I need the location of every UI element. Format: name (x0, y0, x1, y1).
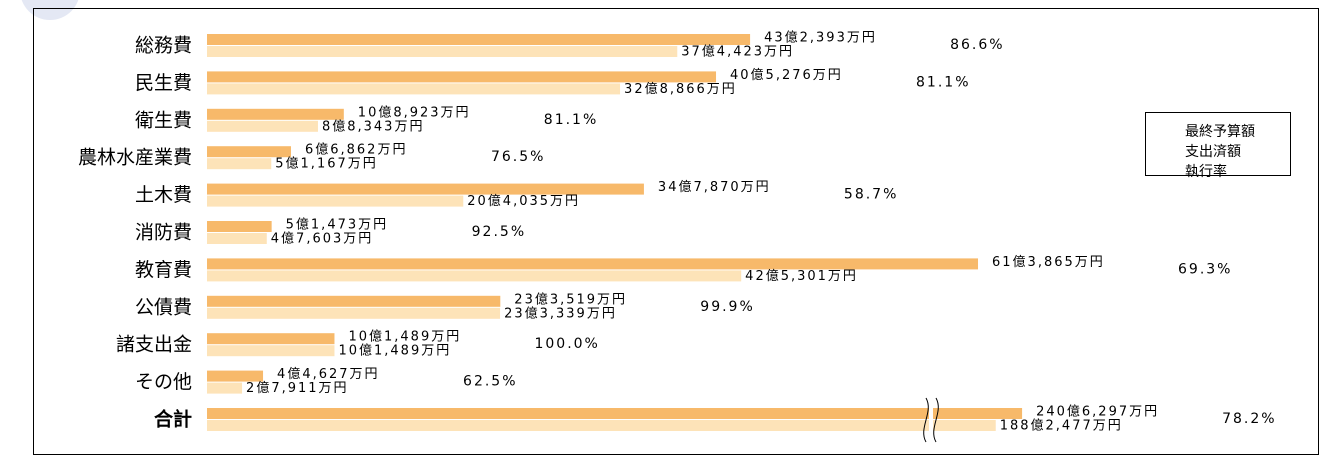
value-label: 6億6,862万円 (305, 142, 408, 158)
category-label: 公債費 (135, 296, 192, 318)
value-label: 61億3,865万円 (992, 254, 1105, 270)
category-label: 消防費 (135, 222, 192, 244)
bar (207, 307, 501, 319)
value-label: 4億4,627万円 (277, 366, 380, 382)
rate-label: 69.3% (1178, 261, 1232, 277)
bar (207, 233, 267, 244)
bar (207, 370, 264, 382)
value-label: 10億1,489万円 (348, 329, 461, 345)
rate-label: 100.0% (534, 336, 599, 352)
bar (207, 71, 717, 83)
value-label: 5億1,167万円 (275, 156, 378, 172)
value-label: 188億2,477万円 (1000, 418, 1123, 434)
break-gap (929, 408, 933, 431)
value-label: 37億4,423万円 (681, 44, 794, 60)
bar (207, 46, 678, 57)
bar (207, 408, 1023, 419)
category-label: 衛生費 (135, 109, 192, 131)
axis-break (923, 397, 929, 443)
bar (207, 34, 751, 45)
legend-label: 最終予算額 (1185, 124, 1255, 140)
bar (207, 333, 335, 345)
category-label: 土木費 (135, 184, 192, 206)
rate-label: 99.9% (700, 299, 754, 315)
bar (207, 221, 272, 232)
legend-label: 執行率 (1185, 163, 1227, 180)
rate-label: 76.5% (491, 149, 545, 165)
rate-label: 86.6% (950, 37, 1004, 53)
value-label: 4億7,603万円 (271, 231, 374, 247)
value-label: 42億5,301万円 (745, 268, 858, 284)
bar (207, 195, 464, 207)
decoration (21, 0, 79, 20)
legend-box (1145, 112, 1291, 176)
bar (207, 146, 291, 158)
bar (207, 183, 644, 195)
category-label: 教育費 (135, 259, 192, 281)
rate-label: 81.1% (544, 112, 598, 128)
rate-label: 92.5% (472, 224, 526, 240)
category-label: 合計 (154, 408, 192, 431)
rate-label: 81.1% (916, 74, 970, 90)
axis-break (933, 397, 939, 443)
rate-label: 58.7% (844, 187, 898, 203)
value-label: 5億1,473万円 (286, 217, 389, 233)
value-label: 43億2,393万円 (764, 30, 877, 46)
rate-label: 78.2% (1222, 411, 1276, 427)
bar (207, 108, 344, 120)
value-label: 20億4,035万円 (467, 193, 580, 209)
bar (207, 382, 243, 394)
bar (207, 345, 335, 357)
value-label: 240億6,297万円 (1036, 404, 1159, 420)
bar (207, 258, 979, 270)
legend-label: 支出済額 (1185, 144, 1241, 160)
category-label: 総務費 (135, 35, 192, 57)
value-label: 2億7,911万円 (246, 380, 349, 396)
value-label: 8億8,343万円 (322, 118, 425, 134)
value-label: 23億3,519万円 (514, 291, 627, 307)
rate-label: 62.5% (463, 374, 517, 390)
category-label: その他 (135, 371, 192, 393)
value-label: 23億3,339万円 (504, 305, 617, 321)
bar (207, 120, 318, 132)
bar (207, 158, 272, 170)
value-label: 34億7,870万円 (658, 179, 771, 195)
value-label: 40億5,276万円 (730, 67, 843, 83)
bar (207, 420, 996, 431)
bar (207, 83, 621, 95)
category-label: 民生費 (135, 72, 192, 94)
category-label: 農林水産業費 (78, 147, 192, 169)
value-label: 10億8,923万円 (358, 104, 471, 120)
bar (207, 270, 742, 282)
value-label: 10億1,489万円 (338, 343, 451, 359)
category-label: 諸支出金 (116, 334, 192, 356)
value-label: 32億8,866万円 (624, 81, 737, 97)
frame (33, 8, 1319, 455)
bar (207, 295, 501, 307)
